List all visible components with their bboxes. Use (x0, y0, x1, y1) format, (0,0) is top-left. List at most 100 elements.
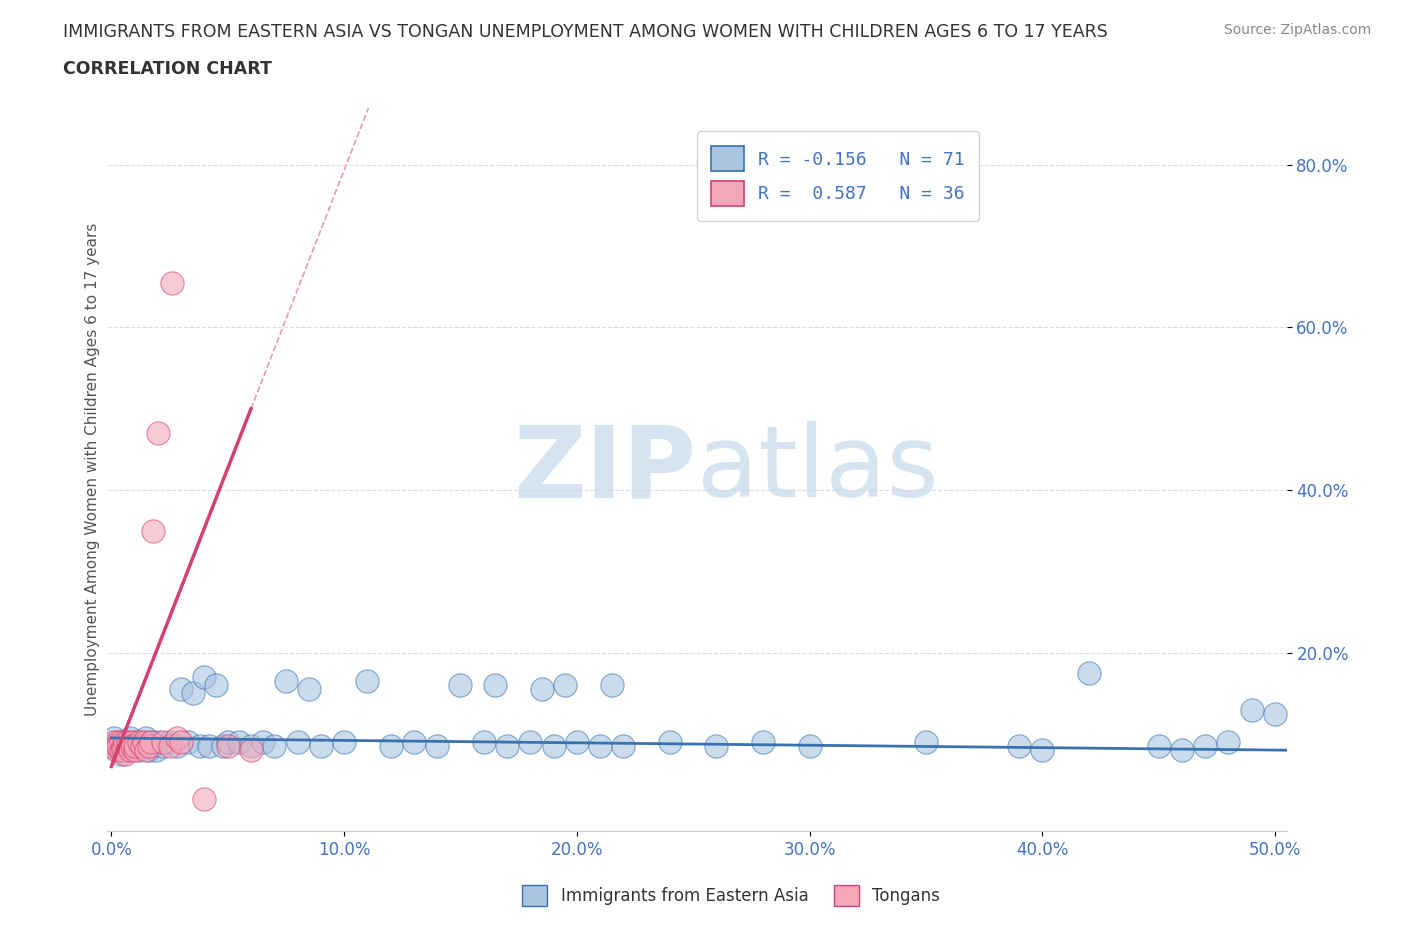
Point (132, 735, 155, 750)
Point (752, 735, 775, 750)
Point (128, 743, 150, 758)
Point (103, 731, 125, 746)
Point (402, 735, 425, 750)
Point (128, 735, 150, 750)
Point (287, 735, 309, 750)
Point (170, 735, 193, 750)
Point (1147, 738, 1170, 753)
Legend: R = -0.156   N = 71, R =  0.587   N = 36: R = -0.156 N = 71, R = 0.587 N = 36 (697, 131, 980, 220)
Point (181, 685, 204, 700)
Point (706, 738, 728, 753)
Point (240, 743, 263, 758)
Point (105, 738, 128, 753)
Point (114, 747, 136, 762)
Point (107, 743, 129, 758)
Point (159, 738, 181, 753)
Point (205, 678, 228, 693)
Point (166, 731, 188, 746)
Point (915, 735, 938, 750)
Point (188, 738, 211, 753)
Point (142, 524, 165, 538)
Point (449, 678, 471, 693)
Point (1077, 666, 1099, 681)
Point (1218, 735, 1240, 750)
Point (472, 735, 495, 750)
Point (170, 682, 193, 697)
Point (121, 738, 143, 753)
Point (121, 735, 143, 750)
Point (356, 673, 378, 688)
Point (1031, 743, 1053, 758)
Point (589, 738, 612, 753)
Point (124, 735, 146, 750)
Point (117, 743, 139, 758)
Point (131, 738, 153, 753)
Point (100, 738, 122, 753)
Point (519, 735, 541, 750)
Legend: Immigrants from Eastern Asia, Tongans: Immigrants from Eastern Asia, Tongans (516, 879, 946, 912)
Point (496, 738, 519, 753)
Point (298, 682, 321, 697)
Point (105, 743, 128, 758)
Point (110, 743, 132, 758)
Point (132, 738, 155, 753)
Point (111, 735, 134, 750)
Text: atlas: atlas (696, 421, 938, 518)
Point (152, 735, 174, 750)
Point (138, 738, 160, 753)
Point (117, 738, 139, 753)
Point (600, 678, 623, 693)
Point (107, 735, 129, 750)
Point (125, 738, 148, 753)
Point (142, 738, 165, 753)
Point (124, 743, 146, 758)
Point (131, 735, 153, 750)
Point (118, 743, 141, 758)
Point (1264, 706, 1286, 721)
Point (333, 735, 356, 750)
Point (1171, 743, 1194, 758)
Point (145, 743, 167, 758)
Text: IMMIGRANTS FROM EASTERN ASIA VS TONGAN UNEMPLOYMENT AMONG WOMEN WITH CHILDREN AG: IMMIGRANTS FROM EASTERN ASIA VS TONGAN U… (63, 23, 1108, 41)
Point (110, 735, 132, 750)
Point (146, 735, 169, 750)
Point (1240, 702, 1263, 717)
Point (152, 738, 174, 753)
Point (658, 735, 681, 750)
Point (799, 738, 821, 753)
Text: ZIP: ZIP (513, 421, 696, 518)
Point (1194, 738, 1216, 753)
Point (103, 735, 125, 750)
Y-axis label: Unemployment Among Women with Children Ages 6 to 17 years: Unemployment Among Women with Children A… (86, 223, 100, 716)
Point (228, 735, 250, 750)
Point (111, 738, 134, 753)
Point (426, 738, 449, 753)
Point (124, 738, 146, 753)
Point (484, 678, 506, 693)
Point (105, 738, 128, 753)
Point (217, 735, 239, 750)
Point (309, 738, 332, 753)
Point (1008, 738, 1031, 753)
Point (159, 735, 181, 750)
Point (111, 743, 134, 758)
Point (135, 731, 157, 746)
Point (193, 670, 215, 684)
Text: CORRELATION CHART: CORRELATION CHART (63, 60, 273, 78)
Point (139, 735, 162, 750)
Point (198, 738, 221, 753)
Point (121, 738, 143, 753)
Point (135, 743, 157, 758)
Point (240, 738, 263, 753)
Point (380, 738, 402, 753)
Point (212, 738, 235, 753)
Point (274, 673, 297, 688)
Text: Source: ZipAtlas.com: Source: ZipAtlas.com (1223, 23, 1371, 37)
Point (114, 735, 136, 750)
Point (252, 735, 274, 750)
Point (118, 738, 141, 753)
Point (107, 738, 129, 753)
Point (110, 747, 132, 762)
Point (166, 738, 188, 753)
Point (217, 738, 239, 753)
